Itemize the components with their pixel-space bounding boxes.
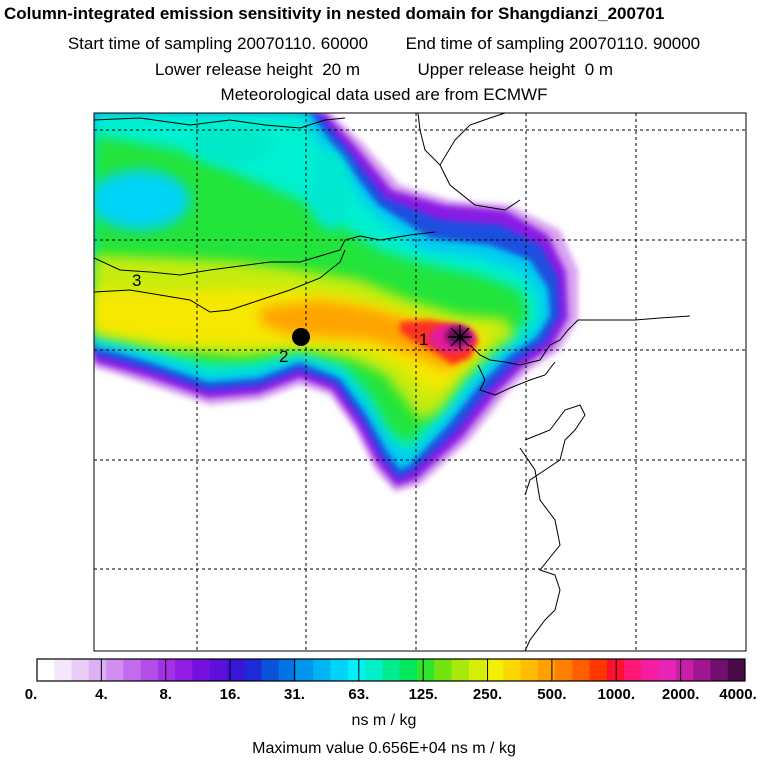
coastline [417,113,506,166]
color-bar-cell [330,659,349,681]
upper-value: 0 m [584,60,614,79]
color-bar-cell [537,659,556,681]
coastline [519,447,561,651]
border-line [94,231,436,276]
field-patch [94,170,190,230]
color-bar-tick-label: 1000. [597,686,636,703]
color-bar-cell [503,659,522,681]
color-bar-cell [710,659,729,681]
color-bar-cell [175,659,193,681]
color-bar-cell [572,659,591,681]
color-bar-cell [278,659,297,681]
color-bar-cell [106,659,124,681]
color-bar-cell [451,659,470,681]
color-bar-cell [313,659,332,681]
border-line [94,249,346,313]
color-bar-tick-label: 125. [408,686,438,703]
end-label: End time of sampling [405,34,565,53]
color-bar-cell [555,659,573,681]
color-bar-cell [54,659,73,681]
color-bar-cell [157,659,176,681]
color-bar-cell [209,659,228,681]
lower-label: Lower release height [154,60,313,79]
field-patch [190,127,270,163]
color-bar-units: ns m / kg [351,712,417,729]
color-bar-cell [296,659,314,681]
color-bar-cell [693,659,711,681]
color-bar-tick-label: 4. [95,686,108,703]
coastline [469,315,691,366]
color-bar-cell [606,659,625,681]
color-bar-cell [365,659,383,681]
color-bar-tick-label: 250. [472,686,503,703]
color-bar-cell [37,659,55,681]
coastline [524,404,586,496]
start-label: Start time of sampling [67,34,233,53]
color-bar-cell [727,659,746,681]
marker-label-2: 2 [279,347,288,366]
color-bar-cell [347,659,366,681]
marker-label-1: 1 [419,330,428,349]
sensitivity-field [94,113,578,492]
color-bar-cell [140,659,159,681]
color-bar-cell [675,659,694,681]
maximum-value: Maximum value 0.656E+04 ns m / kg [252,740,516,757]
grid [94,113,746,651]
end-value: 20070110. 90000 [569,34,701,53]
color-bar-ticks [100,659,682,681]
color-bar-cell [88,659,107,681]
map-frame [93,112,747,652]
color-bar-cell [399,659,418,681]
met-source: Meteorological data used are from ECMWF [220,85,548,104]
color-bar-tick-label: 63. [348,686,370,703]
color-bar-cell [226,659,245,681]
color-bar-cell [589,659,608,681]
color-bar-tick-label: 8. [159,686,172,703]
coastline [94,117,346,129]
color-bar-frame [36,658,746,682]
color-bar-cell [416,659,435,681]
color-bar-cell [624,659,642,681]
lower-value: 20 m [322,60,360,79]
coastline [477,361,556,396]
color-bar-cell [641,659,660,681]
color-bar-tick-label: 0. [24,686,38,703]
receptor-star-icon [448,325,472,349]
color-bar [37,659,746,681]
color-bar-cell [434,659,452,681]
color-bar-tick-label: 16. [219,686,241,703]
marker-label-3: 3 [132,271,141,290]
sampling-times: Start time of sampling 20070110. 60000 E… [0,34,768,54]
color-bar-cell [71,659,90,681]
coastlines [94,113,691,651]
color-bar-cell [192,659,211,681]
color-bar-tick-label: 2000. [661,686,700,703]
field-patch [310,150,350,230]
release-heights: Lower release height 20 m Upper release … [0,60,768,80]
color-bar-cell [382,659,401,681]
marker-dot [292,328,310,346]
color-bar-tick-label: 500. [537,686,567,703]
color-bar-tick-label: 4000. [719,686,757,703]
coastline [439,164,521,211]
plot-title: Column-integrated emission sensitivity i… [4,4,665,23]
color-bar-cell [520,659,539,681]
upper-label: Upper release height [417,60,576,79]
color-bar-cell [244,659,262,681]
color-bar-cell [123,659,142,681]
color-bar-cell [261,659,280,681]
color-bar-cell [485,659,504,681]
color-bar-cell [468,659,487,681]
color-bar-tick-label: 31. [284,686,305,703]
start-value: 20070110. 60000 [236,34,369,53]
field-orange [260,300,475,370]
color-bar-cell [658,659,677,681]
